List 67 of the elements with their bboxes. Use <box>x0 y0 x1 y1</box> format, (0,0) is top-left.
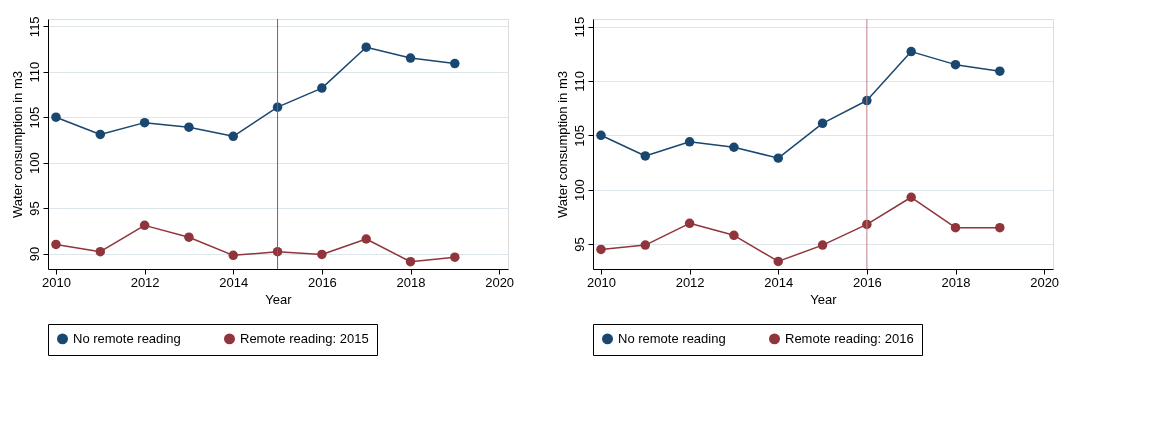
point <box>139 220 150 231</box>
point <box>361 42 371 52</box>
point <box>184 122 194 132</box>
x-tick-label: 2014 <box>219 274 249 290</box>
x-tick-label: 2018 <box>941 274 971 290</box>
y-axis-title: Water consumption in m3 <box>554 71 570 218</box>
point <box>640 240 651 250</box>
y-tick-label: 90 <box>26 246 42 262</box>
legend-label: Remote reading: 2015 <box>240 330 369 346</box>
point <box>450 252 460 262</box>
point <box>995 66 1005 76</box>
point <box>361 234 371 244</box>
x-tick-label: 2012 <box>675 274 705 290</box>
x-tick-label: 2020 <box>1030 274 1060 290</box>
point <box>773 153 783 163</box>
point <box>906 192 916 202</box>
y-tick-label: 105 <box>571 124 587 147</box>
point <box>51 112 61 122</box>
point <box>139 117 150 128</box>
point <box>450 58 460 69</box>
legend-label: No remote reading <box>618 330 726 346</box>
x-tick-label: 2010 <box>587 274 616 290</box>
point <box>950 222 961 233</box>
x-tick-label: 2020 <box>485 274 515 290</box>
x-axis-title: Year <box>265 291 293 307</box>
point <box>405 256 416 267</box>
point <box>317 249 327 260</box>
point <box>995 222 1005 233</box>
point <box>95 129 106 140</box>
y-axis-title: Water consumption in m3 <box>9 71 25 218</box>
y-tick-label: 105 <box>26 106 42 129</box>
y-tick-label: 110 <box>26 61 42 83</box>
x-tick-label: 2014 <box>764 274 794 290</box>
point <box>405 53 416 63</box>
y-tick-label: 100 <box>26 152 42 174</box>
legend-label: Remote reading: 2016 <box>785 330 914 346</box>
point <box>184 232 194 242</box>
x-tick-label: 2018 <box>396 274 426 290</box>
point <box>684 137 695 147</box>
point <box>228 131 238 142</box>
y-tick-label: 95 <box>571 237 587 252</box>
y-tick-label: 115 <box>571 16 587 38</box>
point <box>640 151 651 161</box>
point <box>596 244 606 255</box>
point <box>817 240 828 250</box>
y-tick-label: 110 <box>571 71 587 92</box>
point <box>95 246 106 257</box>
point <box>228 250 238 261</box>
x-tick-label: 2016 <box>852 274 882 290</box>
x-axis-title: Year <box>810 291 838 307</box>
x-tick-label: 2012 <box>130 274 160 290</box>
point <box>684 218 695 229</box>
y-tick-label: 115 <box>26 16 42 38</box>
legend-label: No remote reading <box>73 330 181 346</box>
point <box>729 230 739 241</box>
point <box>773 256 783 267</box>
x-tick-label: 2010 <box>42 274 71 290</box>
y-tick-label: 100 <box>571 179 587 201</box>
point <box>596 130 606 141</box>
point <box>950 59 961 70</box>
point <box>729 142 739 152</box>
point <box>317 83 327 93</box>
x-tick-label: 2016 <box>307 274 337 290</box>
point <box>51 239 61 250</box>
point <box>817 118 828 129</box>
point <box>906 46 916 57</box>
y-tick-label: 95 <box>26 201 42 216</box>
